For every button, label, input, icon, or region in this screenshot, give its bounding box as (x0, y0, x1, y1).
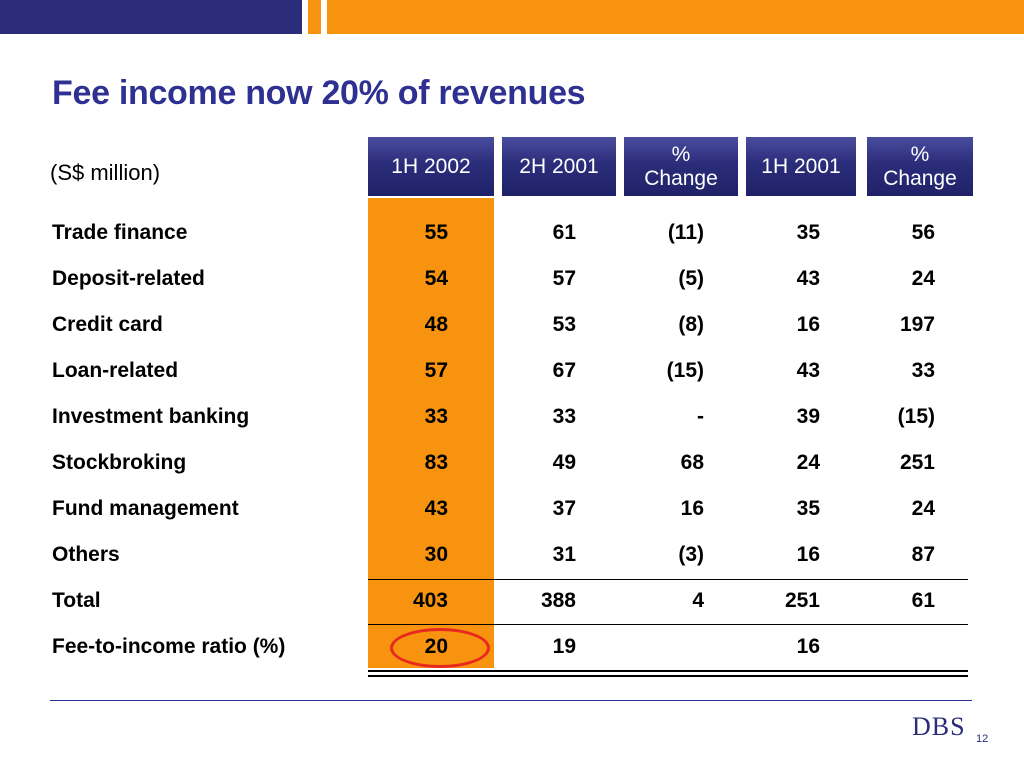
row-label: Credit card (52, 313, 163, 336)
page-number: 12 (976, 733, 989, 745)
table-cell: 37 (552, 497, 576, 520)
table-cell: 16 (680, 497, 704, 520)
table-cell: 33 (911, 359, 935, 382)
column-header-text: % Change (883, 142, 957, 190)
table-cell: 16 (796, 635, 820, 658)
table-cell: 53 (552, 313, 576, 336)
table-row: Investment banking 33 33 - 39 (15) (0, 405, 1024, 435)
table-cell: 403 (412, 589, 448, 612)
table-cell: 35 (796, 221, 820, 244)
table-cell: (15) (897, 405, 935, 428)
table-cell: 24 (911, 497, 935, 520)
table-row: Total 403 388 4 251 61 (0, 589, 1024, 619)
table-cell: 49 (552, 451, 576, 474)
table-cell: 57 (552, 267, 576, 290)
table-cell: 43 (796, 359, 820, 382)
table-row: Credit card 48 53 (8) 16 197 (0, 313, 1024, 343)
table-cell: 197 (899, 313, 935, 336)
highlighted-column (368, 198, 494, 668)
highlight-circle (390, 628, 490, 668)
table-cell: 57 (424, 359, 448, 382)
table-cell: 68 (680, 451, 704, 474)
top-bar-orange-small (308, 0, 321, 34)
table-cell: 388 (540, 589, 576, 612)
slide-title: Fee income now 20% of revenues (52, 74, 586, 112)
row-label: Total (52, 589, 101, 612)
column-header-pct-change-2: % Change (867, 137, 973, 196)
table-cell: 35 (796, 497, 820, 520)
table-cell: (15) (666, 359, 704, 382)
top-bar-gap (321, 0, 327, 34)
top-bar-gap (302, 0, 308, 34)
row-label: Investment banking (52, 405, 250, 428)
table-cell: 24 (911, 267, 935, 290)
row-label: Stockbroking (52, 451, 187, 474)
table-cell: 31 (552, 543, 576, 566)
ratio-top-rule (368, 624, 968, 625)
table-cell: 251 (784, 589, 820, 612)
table-cell: 48 (424, 313, 448, 336)
row-label: Deposit-related (52, 267, 205, 290)
table-cell: 67 (552, 359, 576, 382)
row-label: Trade finance (52, 221, 188, 244)
column-header-1h-2001: 1H 2001 (746, 137, 856, 196)
table-cell: 83 (424, 451, 448, 474)
units-label: (S$ million) (50, 160, 161, 185)
table-cell: 24 (796, 451, 820, 474)
table-cell: (11) (667, 221, 704, 244)
table-cell: 54 (424, 267, 448, 290)
column-header-pct-change-1: % Change (624, 137, 738, 196)
table-cell: 4 (692, 589, 704, 612)
table-cell: 43 (424, 497, 448, 520)
table-cell: 43 (796, 267, 820, 290)
row-label: Fund management (52, 497, 239, 520)
table-cell: 251 (899, 451, 935, 474)
top-bar-navy (0, 0, 302, 34)
table-row: Fee-to-income ratio (%) 20 19 16 (0, 635, 1024, 665)
bottom-double-rule-1 (368, 670, 968, 672)
table-cell: 19 (552, 635, 576, 658)
column-header-text: % Change (644, 142, 718, 190)
total-top-rule (368, 579, 968, 580)
column-header-1h-2002: 1H 2002 (368, 137, 494, 196)
dbs-logo: DBS (912, 712, 966, 741)
table-row: Trade finance 55 61 (11) 35 56 (0, 221, 1024, 251)
table-cell: 61 (911, 589, 935, 612)
table-cell: (8) (678, 313, 704, 336)
row-label: Others (52, 543, 120, 566)
table-cell: 30 (424, 543, 448, 566)
bottom-double-rule-2 (368, 675, 968, 677)
table-row: Stockbroking 83 49 68 24 251 (0, 451, 1024, 481)
table-cell: - (697, 405, 704, 428)
table-cell: (5) (678, 267, 704, 290)
row-label: Fee-to-income ratio (%) (52, 635, 286, 658)
footer-rule (50, 700, 972, 701)
table-cell: (3) (678, 543, 704, 566)
table-cell: 55 (424, 221, 448, 244)
table-row: Others 30 31 (3) 16 87 (0, 543, 1024, 573)
table-row: Deposit-related 54 57 (5) 43 24 (0, 267, 1024, 297)
table-cell: 33 (424, 405, 448, 428)
row-label: Loan-related (52, 359, 179, 382)
table-cell: 56 (911, 221, 935, 244)
table-cell: 33 (552, 405, 576, 428)
table-row: Loan-related 57 67 (15) 43 33 (0, 359, 1024, 389)
table-cell: 16 (796, 543, 820, 566)
table-row: Fund management 43 37 16 35 24 (0, 497, 1024, 527)
top-bar-orange (327, 0, 1024, 34)
column-header-2h-2001: 2H 2001 (502, 137, 616, 196)
table-cell: 39 (796, 405, 820, 428)
table-cell: 16 (796, 313, 820, 336)
table-cell: 61 (552, 221, 576, 244)
table-cell: 87 (911, 543, 935, 566)
